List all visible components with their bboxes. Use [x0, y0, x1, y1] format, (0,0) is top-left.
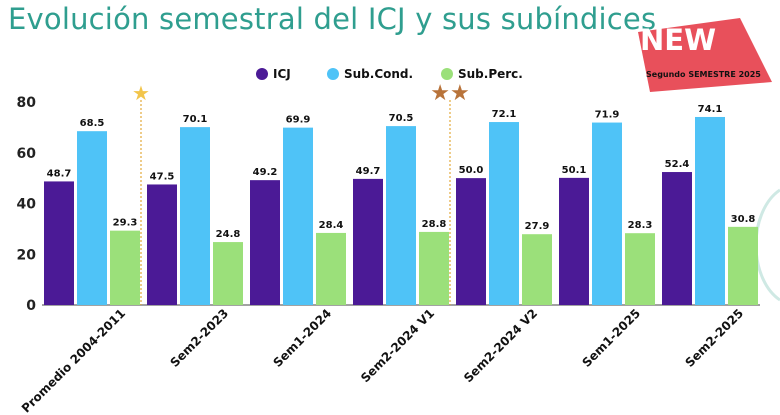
value-label-0-1: 47.5 [150, 171, 175, 182]
y-tick-label-3: 60 [17, 146, 37, 162]
category-label-1: Sem2-2023 [167, 306, 231, 370]
bar-subperc-0 [110, 230, 140, 305]
bar-subperc-6 [728, 226, 758, 305]
new-badge: NEW Segundo SEMESTRE 2025 [638, 18, 772, 92]
page-title: Evolución semestral del ICJ y sus subínd… [8, 2, 657, 36]
value-label-1-0: 68.5 [80, 118, 105, 129]
y-tick-label-1: 20 [17, 247, 37, 263]
bar-icj-3 [353, 178, 383, 305]
legend-label-2: Sub.Perc. [458, 67, 523, 81]
value-label-0-5: 50.1 [562, 165, 587, 176]
x-axis: Promedio 2004-2011 Sem2-2023 Sem1-2024 Sem2… [19, 306, 746, 415]
bar-subperc-2 [316, 232, 346, 305]
value-label-2-1: 24.8 [216, 229, 241, 240]
value-label-0-4: 50.0 [459, 165, 484, 176]
category-label-0: Promedio 2004-2011 [19, 306, 128, 415]
bar-subperc-1 [213, 242, 243, 305]
legend-label-1: Sub.Cond. [344, 67, 413, 81]
bar-subcond-1 [180, 127, 210, 305]
bar-subcond-2 [283, 127, 313, 305]
bar-subcond-3 [386, 126, 416, 305]
bar-subperc-5 [625, 233, 655, 305]
category-label-2: Sem1-2024 [270, 306, 334, 370]
bar-subcond-5 [592, 122, 622, 306]
bar-subcond-6 [695, 116, 725, 305]
y-tick-label-0: 0 [26, 298, 36, 314]
value-label-2-5: 28.3 [628, 220, 653, 231]
value-label-2-0: 29.3 [113, 218, 138, 229]
legend-swatch-2 [441, 68, 453, 80]
star-marker-1: ★★ [430, 81, 469, 106]
badge-shape [638, 18, 772, 92]
bar-icj-1 [147, 184, 177, 305]
bars: 48.7 68.5 29.3 47.5 70.1 24.8 49.2 69.9 28.4 49.7… [44, 104, 758, 306]
bar-icj-0 [44, 181, 74, 305]
bar-icj-2 [250, 180, 280, 305]
value-label-2-4: 27.9 [525, 221, 550, 232]
value-label-0-2: 49.2 [253, 167, 278, 178]
bar-subcond-4 [489, 122, 519, 305]
value-label-1-3: 70.5 [389, 113, 414, 124]
category-label-6: Sem2-2025 [682, 306, 746, 370]
category-label-5: Sem1-2025 [579, 306, 643, 370]
value-label-1-2: 69.9 [286, 115, 311, 126]
legend-swatch-0 [256, 68, 268, 80]
value-label-2-2: 28.4 [319, 220, 344, 231]
bar-icj-4 [456, 178, 486, 305]
bar-subperc-3 [419, 231, 449, 305]
value-label-2-3: 28.8 [422, 219, 447, 230]
badge-subtitle: Segundo SEMESTRE 2025 [646, 70, 761, 79]
bar-icj-6 [662, 172, 692, 305]
legend-label-0: ICJ [273, 67, 291, 81]
value-label-0-0: 48.7 [47, 168, 72, 179]
legend-swatch-1 [327, 68, 339, 80]
category-label-3: Sem2-2024 V1 [358, 306, 437, 385]
markers: ★ ★★ [132, 81, 470, 305]
value-label-1-6: 74.1 [698, 104, 723, 115]
legend: ICJ Sub.Cond. Sub.Perc. [256, 67, 523, 81]
decorative-arc [754, 188, 780, 302]
star-marker-0: ★ [132, 81, 150, 105]
bar-subcond-0 [77, 131, 107, 305]
bar-subperc-4 [522, 234, 552, 305]
badge-label: NEW [640, 23, 716, 57]
y-tick-label-4: 80 [17, 95, 37, 111]
value-label-2-6: 30.8 [731, 214, 756, 225]
value-label-0-6: 52.4 [665, 159, 690, 170]
y-tick-label-2: 40 [17, 197, 37, 213]
value-label-1-5: 71.9 [595, 110, 620, 121]
value-label-1-4: 72.1 [492, 109, 517, 120]
category-label-4: Sem2-2024 V2 [461, 306, 540, 385]
value-label-0-3: 49.7 [356, 166, 381, 177]
value-label-1-1: 70.1 [183, 114, 208, 125]
bar-icj-5 [559, 177, 589, 305]
